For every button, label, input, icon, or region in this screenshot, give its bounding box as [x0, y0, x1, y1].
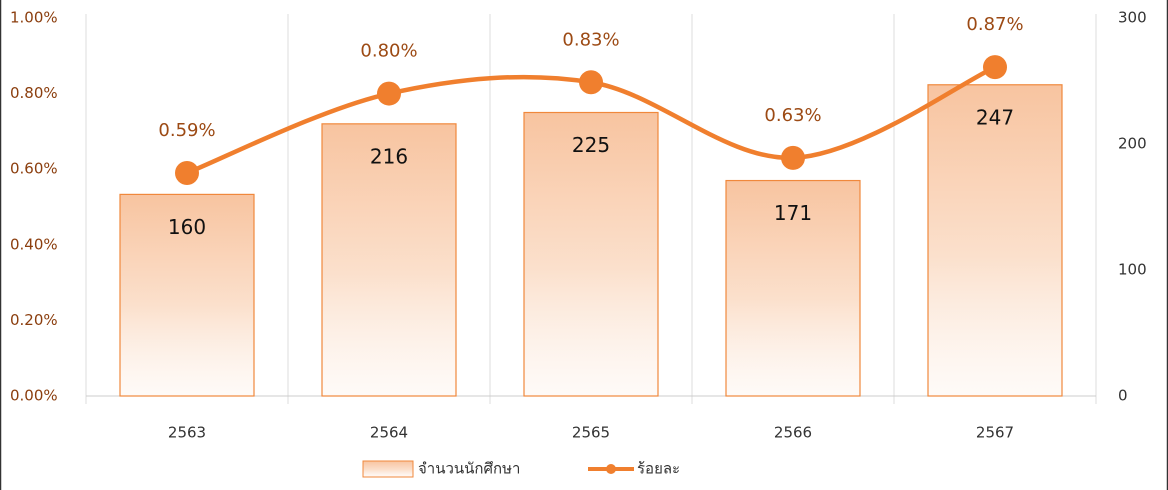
bar — [119, 193, 255, 397]
y-tick-label: 0.20% — [10, 311, 58, 329]
line-marker — [781, 145, 805, 170]
y-tick-label: 1.00% — [10, 9, 58, 27]
bar-label: 160 — [168, 215, 206, 239]
y-tick-label: 0.80% — [10, 84, 58, 102]
y-tick-label: 0.60% — [10, 160, 58, 178]
bar-label: 216 — [370, 144, 408, 168]
x-tick-label: 2566 — [774, 424, 812, 442]
bar — [725, 179, 861, 397]
bar — [321, 123, 457, 397]
line-label: 0.87% — [966, 14, 1023, 35]
y2-tick-label: 0 — [1118, 387, 1128, 405]
line-label: 0.83% — [562, 29, 619, 50]
bar-label: 225 — [572, 133, 610, 157]
line-label: 0.80% — [360, 41, 417, 62]
bar — [927, 84, 1063, 397]
y2-tick-label: 200 — [1118, 135, 1147, 153]
bar-label: 247 — [976, 105, 1014, 129]
bar — [523, 111, 659, 397]
line-marker — [175, 160, 199, 185]
y-tick-label: 0.00% — [10, 387, 58, 405]
y2-tick-label: 100 — [1118, 261, 1147, 279]
x-tick-label: 2563 — [168, 424, 206, 442]
y2-tick-label: 300 — [1118, 9, 1147, 27]
line-marker — [983, 55, 1007, 80]
x-tick-label: 2567 — [976, 424, 1014, 442]
x-tick-label: 2565 — [572, 424, 610, 442]
y-tick-label: 0.40% — [10, 235, 58, 253]
legend-swatch — [362, 460, 414, 478]
legend-label: ร้อยละ — [637, 460, 680, 478]
line-marker — [377, 81, 401, 106]
bar-label: 171 — [774, 201, 812, 225]
legend-label: จำนวนนักศึกษา — [418, 460, 520, 478]
x-tick-label: 2564 — [370, 424, 408, 442]
line-marker — [579, 70, 603, 95]
line-label: 0.59% — [158, 120, 215, 141]
legend-swatch — [606, 464, 616, 474]
line-label: 0.63% — [764, 105, 821, 126]
